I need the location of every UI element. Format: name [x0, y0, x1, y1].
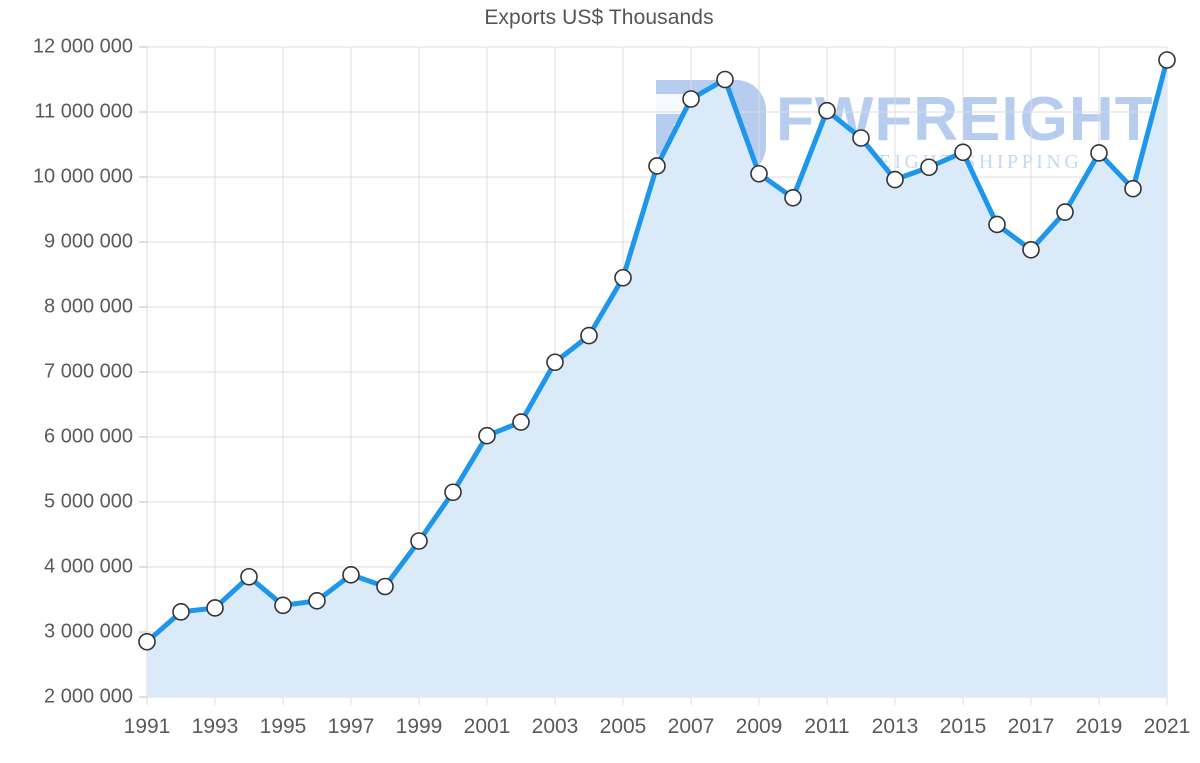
x-axis-tick-label: 1999 — [395, 715, 443, 738]
data-point-marker[interactable] — [376, 577, 394, 596]
x-axis-tick-label: 2003 — [531, 715, 579, 738]
y-axis-tick-label: 7 000 000 — [44, 360, 133, 383]
data-point-marker[interactable] — [274, 596, 292, 615]
data-point-marker[interactable] — [206, 599, 224, 617]
x-axis-tick-label: 2001 — [463, 715, 511, 738]
data-point-marker[interactable] — [1158, 51, 1176, 69]
data-point-marker[interactable] — [886, 170, 904, 189]
x-axis-tick-label: 2009 — [735, 715, 783, 738]
x-axis-tick-label: 1997 — [327, 715, 375, 738]
data-point-marker[interactable] — [478, 426, 496, 445]
data-point-marker[interactable] — [920, 158, 938, 177]
x-axis-tick-label: 1991 — [123, 715, 171, 738]
data-point-marker[interactable] — [716, 70, 734, 89]
x-axis-tick-label: 2007 — [667, 715, 715, 738]
y-axis-tick-label: 8 000 000 — [44, 295, 133, 318]
data-point-marker[interactable] — [580, 326, 598, 345]
data-point-marker[interactable] — [988, 215, 1006, 234]
x-axis-tick-label: 1995 — [259, 715, 307, 738]
y-axis-tick-label: 5 000 000 — [44, 490, 133, 513]
y-axis-tick-label: 6 000 000 — [44, 425, 133, 448]
area-fill — [147, 60, 1167, 697]
data-point-marker[interactable] — [546, 353, 564, 372]
data-point-marker[interactable] — [240, 567, 258, 586]
y-axis-tick-label: 11 000 000 — [34, 100, 133, 123]
y-axis-tick-label: 9 000 000 — [44, 230, 133, 253]
x-axis-tick-label: 2017 — [1007, 715, 1055, 738]
data-point-marker[interactable] — [138, 632, 156, 651]
data-point-marker[interactable] — [818, 101, 836, 120]
data-point-marker[interactable] — [1056, 203, 1074, 221]
data-point-marker[interactable] — [614, 268, 632, 287]
x-axis-tick-label: 2019 — [1075, 715, 1123, 738]
data-point-marker[interactable] — [512, 413, 530, 431]
data-point-marker[interactable] — [1124, 179, 1142, 198]
data-point-marker[interactable] — [342, 565, 360, 584]
y-axis-tick-label: 3 000 000 — [44, 620, 133, 643]
data-point-marker[interactable] — [750, 164, 768, 183]
y-axis-tick-label: 2 000 000 — [44, 685, 133, 708]
data-point-marker[interactable] — [172, 603, 190, 621]
x-axis-tick-label: 2015 — [939, 715, 987, 738]
x-axis-tick-label: 2005 — [599, 715, 647, 738]
y-axis-tick-label: 10 000 000 — [32, 165, 133, 188]
x-axis-tick-label: 1993 — [191, 715, 239, 738]
data-point-marker[interactable] — [1090, 144, 1108, 162]
y-axis-tick-label: 4 000 000 — [44, 555, 133, 578]
x-axis-tick-label: 2013 — [871, 715, 919, 738]
data-point-marker[interactable] — [444, 483, 462, 502]
chart-title: Exports US$ Thousands — [0, 6, 1200, 30]
data-point-marker[interactable] — [784, 189, 802, 207]
x-axis-tick-label: 2021 — [1143, 715, 1191, 738]
y-axis-tick-label: 12 000 000 — [32, 35, 133, 58]
data-point-markers — [138, 51, 1176, 651]
data-point-marker[interactable] — [648, 157, 666, 175]
data-point-marker[interactable] — [852, 129, 870, 147]
chart-title-text: Exports US$ Thousands — [484, 6, 714, 29]
data-point-marker[interactable] — [682, 90, 700, 108]
x-axis-tick-label: 2011 — [804, 715, 850, 738]
data-point-marker[interactable] — [308, 591, 326, 610]
data-point-marker[interactable] — [1022, 241, 1040, 259]
data-point-marker[interactable] — [954, 143, 972, 162]
data-point-marker[interactable] — [410, 532, 428, 550]
